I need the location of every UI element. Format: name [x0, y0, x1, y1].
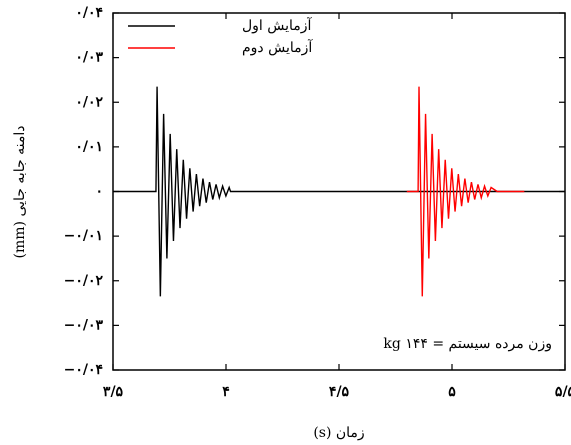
y-tick-label: ۰/۰۲ [75, 94, 103, 110]
y-tick-label: −۰/۰۳ [64, 317, 104, 333]
legend-label: آزمایش دوم [242, 38, 313, 56]
x-tick-label: ۵ [448, 384, 456, 400]
x-tick-label: ۴/۵ [329, 384, 350, 400]
series-line [406, 86, 525, 297]
y-tick-label: −۰/۰۴ [64, 362, 103, 378]
y-tick-label: ۰/۰۳ [75, 50, 103, 66]
x-tick-label: ۵/۵ [555, 384, 571, 400]
series-line [113, 86, 565, 297]
y-tick-label: −۰/۰۱ [64, 228, 103, 244]
x-axis-label: زمان (s) [313, 425, 364, 441]
y-tick-label: ۰ [95, 184, 103, 200]
x-tick-label: ۴ [222, 384, 230, 400]
legend-label: آزمایش اول [242, 16, 313, 34]
y-tick-label: ۰/۰۴ [75, 5, 103, 21]
y-axis-label: دامنه جابه جایی (mm) [12, 125, 28, 258]
annotation: وزن مرده سیستم = ۱۴۴ kg [383, 336, 552, 352]
y-tick-label: ۰/۰۱ [75, 139, 103, 155]
y-tick-label: −۰/۰۲ [64, 273, 104, 289]
x-tick-label: ۳/۵ [103, 384, 124, 400]
